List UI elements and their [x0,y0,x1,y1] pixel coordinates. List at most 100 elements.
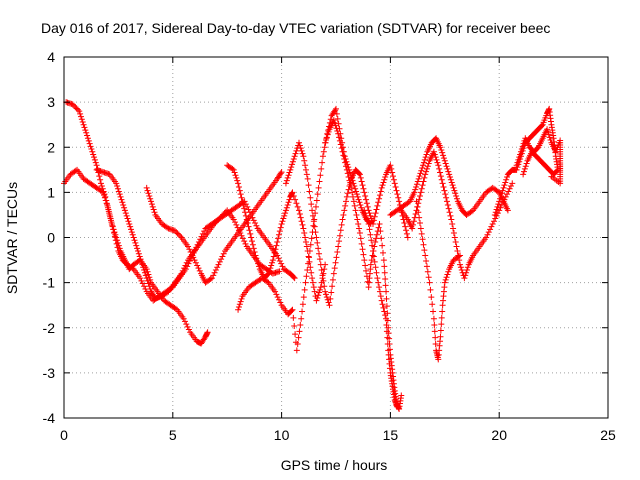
data-point-marker [363,200,370,207]
data-point-marker [492,209,499,216]
data-point-marker [443,163,450,170]
data-point-marker [184,323,191,330]
data-point-marker [422,252,429,259]
data-point-marker [265,270,272,277]
data-point-marker [244,220,251,227]
data-point-marker [372,264,379,271]
data-point-marker [311,288,318,295]
data-point-marker [149,203,156,210]
data-point-marker [321,283,328,290]
data-point-marker [346,177,353,184]
data-point-marker [111,229,118,236]
data-point-marker [174,230,181,237]
data-point-marker [112,237,119,244]
data-point-marker [355,220,362,227]
data-point-marker [120,202,127,209]
data-point-marker [306,254,313,261]
data-point-marker [275,231,282,238]
data-point-marker [420,241,427,248]
data-point-marker [251,248,258,255]
data-point-marker [521,165,528,172]
data-point-marker [210,272,217,279]
data-point-marker [495,201,502,208]
data-point-marker [382,312,389,319]
data-markers [61,99,564,412]
data-point-marker [273,242,280,249]
data-point-marker [390,176,397,183]
data-point-marker [356,170,363,177]
data-point-marker [391,180,398,187]
data-point-marker [322,291,329,298]
data-point-marker [517,151,524,158]
data-point-marker [207,276,214,283]
data-point-marker [212,266,219,273]
data-point-marker [121,204,128,211]
data-point-marker [418,167,425,174]
data-point-marker [415,175,422,182]
data-point-marker [368,237,375,244]
data-point-marker [299,150,306,157]
data-point-marker [358,204,365,211]
data-point-marker [302,162,309,169]
data-point-marker [439,180,446,187]
data-point-marker [515,156,522,163]
data-point-marker [376,220,383,227]
data-point-marker [248,234,255,241]
data-point-marker [484,231,491,238]
data-point-marker [546,134,553,141]
data-point-marker [236,301,243,308]
data-point-marker [338,145,345,152]
series-track-n [513,126,564,187]
y-tick-label: 2 [47,139,55,155]
data-point-marker [304,175,311,182]
data-point-marker [293,147,300,154]
data-point-marker [326,302,333,309]
data-point-marker [185,326,192,333]
data-point-marker [544,126,551,133]
data-point-marker [211,220,218,227]
data-point-marker [252,252,259,259]
data-point-marker [150,206,157,213]
data-point-marker [416,173,423,180]
data-point-marker [115,188,122,195]
data-point-marker [436,165,443,172]
data-point-marker [264,271,271,278]
data-point-marker [426,279,433,286]
data-point-marker [116,191,123,198]
data-point-marker [88,146,95,153]
data-point-marker [110,226,117,233]
data-point-marker [377,228,384,235]
data-point-marker [504,207,511,214]
data-point-marker [98,183,105,190]
data-point-marker [216,258,223,265]
grid-lines [64,57,608,418]
data-point-marker [503,176,510,183]
data-point-marker [383,295,390,302]
data-point-marker [378,235,385,242]
data-point-marker [308,269,315,276]
data-point-marker [381,263,388,270]
data-point-marker [144,268,151,275]
data-point-marker [305,260,312,267]
data-point-marker [328,289,335,296]
data-point-marker [411,189,418,196]
data-point-marker [232,172,239,179]
data-point-marker [317,172,324,179]
data-point-marker [100,188,107,195]
data-point-marker [255,263,262,270]
data-point-marker [77,113,84,120]
data-point-marker [363,212,370,219]
data-point-marker [237,191,244,198]
data-point-marker [423,151,430,158]
data-point-marker [521,168,528,175]
data-point-marker [249,238,256,245]
data-point-marker [457,264,464,271]
data-point-marker [493,206,500,213]
data-point-marker [113,240,120,247]
data-point-marker [452,239,459,246]
data-point-marker [147,195,154,202]
data-point-marker [458,266,465,273]
data-point-marker [439,308,446,315]
data-point-marker [173,229,180,236]
